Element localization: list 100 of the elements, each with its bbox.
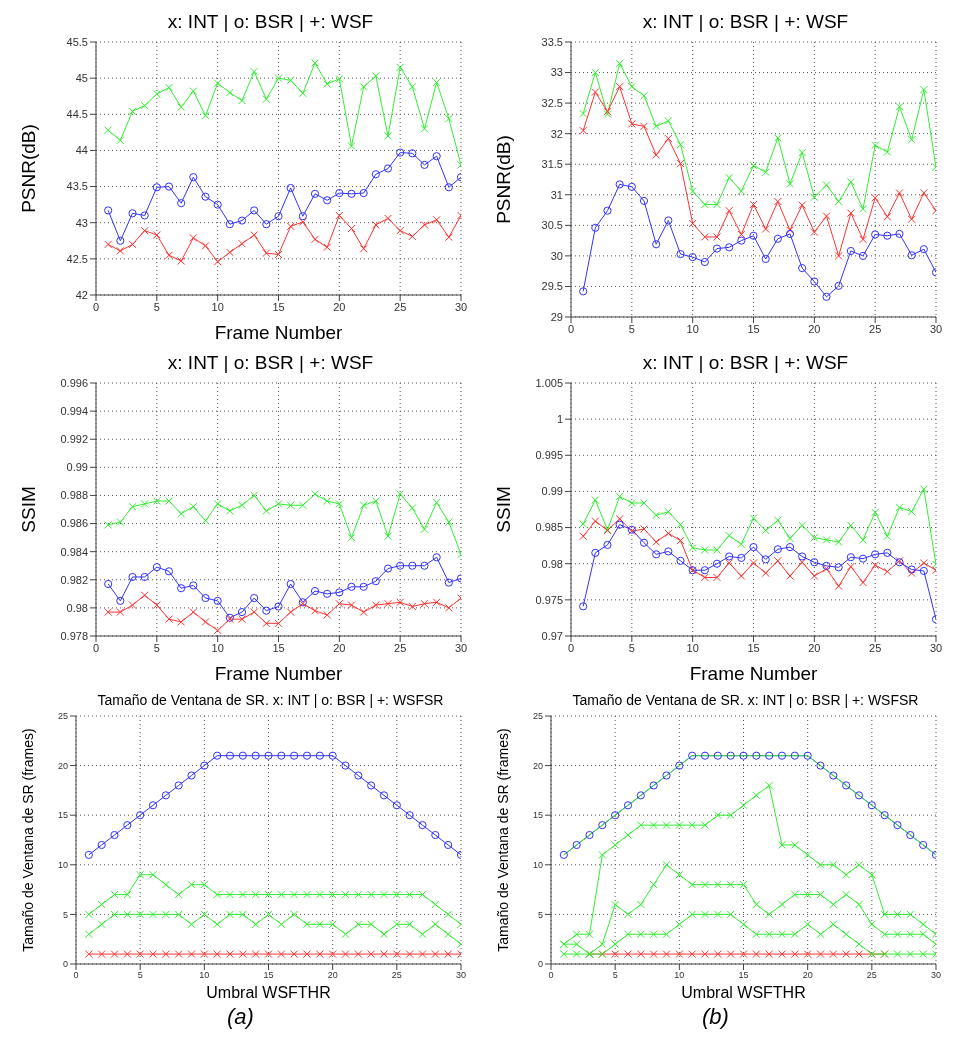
x-tick-label: 20 [808,641,821,654]
x-tick-label: 30 [455,970,467,981]
x-tick-label: 20 [802,970,813,981]
y-tick-label: 0.994 [60,405,88,418]
x-tick-label: 15 [747,641,760,654]
x-axis-title: Umbral WSFTHR [681,984,806,1001]
y-tick-label: 33 [550,66,563,79]
x-tick-label: 0 [567,641,575,654]
y-axis-title: Tamaño de Ventana de SR (frames) [19,728,36,952]
x-tick-label: 15 [738,970,749,981]
y-tick-label: 29.5 [541,280,563,293]
x-tick-label: 0 [567,322,575,335]
x-tick-label: 5 [137,970,143,981]
y-tick-label: 0.975 [535,593,563,606]
y-tick-label: 45.5 [66,35,88,48]
x-tick-label: 30 [929,641,943,654]
x-tick-label: 25 [866,970,877,981]
y-tick-label: 25 [57,711,68,722]
y-tick-label: 10 [57,859,68,870]
y-tick-label: 42.5 [66,252,88,265]
x-tick-label: 10 [674,970,685,981]
chart-title: x: INT | o: BSR | +: WSF [641,10,850,34]
y-tick-label: 0 [537,959,543,970]
y-axis-title: PSNR(dB) [17,124,39,213]
x-tick-label: 15 [263,970,274,981]
x-tick-label: 15 [747,322,760,335]
y-tick-label: 0.99 [66,461,88,474]
x-tick-label: 5 [612,970,618,981]
x-tick-label: 10 [211,641,224,654]
y-tick-label: 5 [537,909,543,920]
y-axis-title: Tamaño de Ventana de SR (frames) [494,728,511,952]
y-tick-label: 44 [75,144,88,157]
y-tick-label: 0.985 [535,521,563,534]
x-tick-label: 25 [869,322,882,335]
chart-title: Tamaño de Ventana de SR. x: INT | o: BSR | +: WSFSR [571,691,920,710]
y-tick-label: 0.978 [60,629,88,642]
x-tick-label: 25 [869,641,882,654]
x-tick-label: 5 [153,641,160,654]
x-tick-label: 0 [92,300,100,313]
y-tick-label: 20 [57,760,68,771]
x-tick-label: 30 [930,970,942,981]
x-tick-label: 10 [211,300,224,313]
x-tick-label: 30 [454,300,468,313]
text: (a) [226,1004,255,1030]
y-tick-label: 30.5 [541,219,563,232]
y-tick-label: 44.5 [66,108,88,121]
y-axis-title: SSIM [492,486,514,533]
x-tick-label: 30 [929,322,943,335]
y-tick-label: 43.5 [66,180,88,193]
y-tick-label: 0.97 [541,629,563,642]
x-tick-label: 5 [628,641,635,654]
x-axis-title: Frame Number [214,322,344,343]
x-tick-label: 25 [394,641,407,654]
y-tick-label: 0.996 [60,376,88,389]
x-tick-label: 15 [272,641,285,654]
y-tick-label: 43 [75,216,88,229]
chart-title: x: INT | o: BSR | +: WSF [166,351,375,375]
x-tick-label: 20 [333,300,346,313]
text: (b) [701,1004,730,1030]
y-tick-label: 0.995 [535,449,563,462]
y-tick-label: 32.5 [541,97,563,110]
y-axis-title: PSNR(dB) [492,135,514,224]
x-tick-label: 10 [199,970,210,981]
x-tick-label: 0 [92,641,100,654]
chart-title: x: INT | o: BSR | +: WSF [641,351,850,375]
y-tick-label: 0.988 [60,489,88,502]
x-tick-label: 10 [686,641,699,654]
y-tick-label: 0.982 [60,573,88,586]
y-tick-label: 10 [532,859,543,870]
y-tick-label: 0.986 [60,517,88,530]
y-tick-label: 30 [550,249,563,262]
y-tick-label: 0 [62,959,68,970]
x-axis-title: Frame Number [214,663,344,684]
y-tick-label: 25 [532,711,543,722]
x-tick-label: 15 [272,300,285,313]
y-tick-label: 0.98 [541,557,563,570]
x-tick-label: 30 [454,641,468,654]
y-tick-label: 0.992 [60,433,88,446]
y-tick-label: 0.99 [541,485,563,498]
x-tick-label: 20 [333,641,346,654]
x-axis-title: Frame Number [689,663,819,684]
y-tick-label: 1.005 [535,376,563,389]
y-tick-label: 45 [75,72,88,85]
y-tick-label: 0.98 [66,601,88,614]
x-tick-label: 20 [327,970,338,981]
y-axis-title: SSIM [17,486,39,533]
x-tick-label: 5 [153,300,160,313]
y-tick-label: 32 [550,127,563,140]
x-tick-label: 10 [686,322,699,335]
y-tick-label: 15 [532,810,543,821]
y-tick-label: 5 [62,909,68,920]
y-tick-label: 1 [556,413,563,426]
x-tick-label: 20 [808,322,821,335]
y-tick-label: 33.5 [541,35,563,48]
y-tick-label: 31.5 [541,158,563,171]
y-tick-label: 20 [532,760,543,771]
chart-title: x: INT | o: BSR | +: WSF [166,10,375,34]
y-tick-label: 29 [550,310,563,323]
y-tick-label: 31 [550,188,563,201]
x-tick-label: 25 [391,970,402,981]
